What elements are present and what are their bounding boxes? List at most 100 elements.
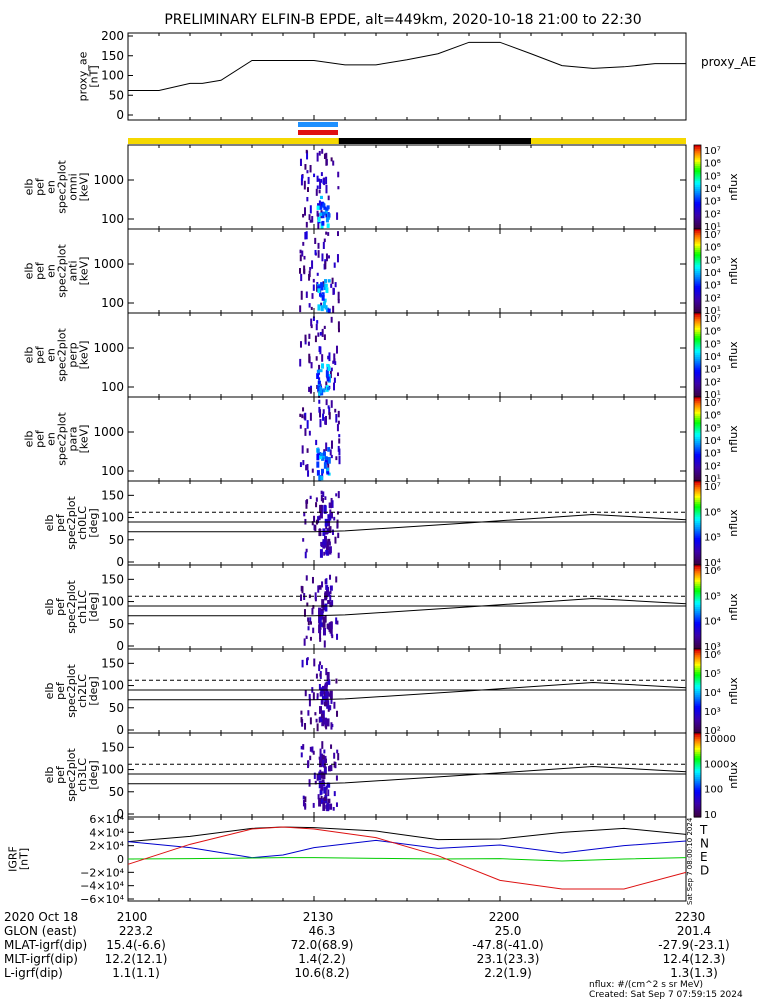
spectrogram-pixel (319, 748, 322, 757)
spectrogram-pixel (329, 803, 333, 810)
y-axis-label-line: spec2plot (65, 496, 78, 550)
colorbar-segment (694, 577, 701, 581)
colorbar-segment (694, 791, 701, 795)
colorbar-segment (694, 224, 701, 228)
ephemeris-value: 1.1(1.1) (112, 966, 160, 980)
spectrogram-pixel (317, 380, 321, 385)
spectrogram-pixel (325, 176, 328, 185)
spectrogram-pixel (305, 231, 308, 240)
spectrogram-pixel (308, 353, 311, 363)
y-axis-label-line: ch1LC (76, 590, 89, 624)
colorbar-tick-label: 10⁷ (704, 398, 721, 409)
colorbar-segment (694, 787, 701, 791)
y-axis-label-line: pef (54, 597, 67, 616)
colorbar-segment (694, 247, 701, 251)
colorbar-segment (694, 667, 701, 671)
colorbar-segment (694, 243, 701, 247)
spectrogram-pixel (311, 608, 314, 615)
colorbar-frame (693, 732, 702, 818)
colorbar-tick-label: 10⁵ (704, 423, 721, 434)
spectrogram-pixel (333, 262, 336, 268)
igrf-legend-N: N (700, 837, 709, 851)
colorbar-segment (694, 323, 701, 327)
colorbar-segment (694, 623, 701, 627)
y-axis-label-line: pef (54, 513, 67, 532)
spectrogram-pixel (325, 184, 328, 194)
spectrogram-pixel (317, 385, 321, 392)
colorbar-segment (694, 583, 701, 587)
y-tick-label: 50 (109, 701, 124, 715)
colorbar-tick-label: 10⁶ (704, 650, 721, 661)
spectrogram-pixel (335, 493, 338, 497)
spectrogram-pixel (318, 528, 322, 537)
spectrogram-pixel (327, 600, 331, 605)
spectrogram-pixel (327, 279, 331, 283)
spectrogram-pixel (318, 406, 321, 413)
spectrogram-pixel (325, 585, 329, 590)
y-tick-label: 100 (101, 212, 124, 226)
spectrogram-pixel (328, 352, 331, 362)
colorbar-tick-label: 10⁴ (704, 268, 721, 279)
colorbar-segment (694, 455, 701, 459)
spectrogram-pixel (318, 706, 322, 714)
y-tick-label: 100 (101, 511, 124, 525)
spectrogram-pixel (303, 415, 306, 420)
pitch-angle-panel: 150 100 50 0 elbpefspec2plotch2LC[deg] 10⁶ 10⁵… (43, 648, 740, 737)
colorbar-segment (694, 502, 701, 505)
spectrogram-pixel (326, 718, 330, 727)
colorbar-segment (694, 262, 701, 266)
spectrogram-pixel (309, 164, 312, 173)
y-axis-label-line: pef (34, 429, 47, 448)
spectrogram-pixel (319, 716, 323, 722)
spectrogram-pixel (324, 283, 328, 288)
colorbar-tick-label: 10⁴ (704, 352, 721, 363)
panel-frame (127, 648, 687, 734)
colorbar-segment (694, 348, 701, 352)
colorbar-tick-label: 10² (704, 293, 721, 304)
spectrogram-pixel (303, 265, 306, 274)
spectrogram-pixel (326, 471, 330, 475)
y-axis-label-line: ch3LC (76, 758, 89, 792)
colorbar-segment (694, 560, 701, 564)
colorbar-segment (694, 428, 701, 432)
colorbar-segment (694, 308, 701, 312)
spectrogram-pixel (323, 640, 326, 648)
spectrogram-pixel (306, 170, 309, 174)
spectrogram-pixel (313, 173, 316, 178)
colorbar-segment (694, 334, 701, 337)
spectrogram-pixel (322, 802, 326, 811)
spectrogram-pixel (317, 585, 320, 593)
y-axis-label-line: spec2plot (56, 244, 69, 298)
panel-frame (127, 564, 687, 650)
spectrogram-pixel (317, 216, 321, 223)
colorbar-segment (694, 187, 701, 190)
y-axis-label-line: perp (67, 342, 80, 367)
colorbar-tick-label: 10¹ (704, 222, 721, 233)
spectrogram-pixel (304, 723, 307, 730)
spectrogram-pixel (318, 797, 322, 807)
spectrogram-pixel (318, 150, 321, 156)
colorbar-segment (694, 800, 701, 803)
y-axis-label-line: [deg] (87, 676, 100, 705)
y-tick-label: 0 (116, 723, 124, 737)
loss-cone-line (128, 765, 687, 785)
y-axis-label: elbpefenspec2plotpara[keV] (23, 412, 91, 466)
spectrogram-pixel (319, 195, 323, 200)
spectrogram-pixel (321, 253, 324, 262)
spectrogram-pixel (315, 356, 318, 361)
spectrogram-pixel (320, 665, 323, 669)
colorbar-segment (694, 283, 701, 287)
colorbar-segment (694, 306, 701, 310)
spectrogram-pixel (302, 407, 305, 412)
spectrogram-pixel (314, 237, 317, 244)
y-axis-label-line: [nT] (18, 848, 31, 870)
colorbar-tick-label: 10³ (704, 707, 721, 718)
spectrogram-pixel (324, 460, 328, 465)
colorbar-segment (694, 523, 701, 526)
colorbar-segment (694, 495, 701, 499)
spectrogram-pixel (316, 470, 320, 476)
y-axis-label-line: elb (23, 263, 36, 280)
spectrogram-pixel (300, 290, 303, 300)
colorbar-segment (694, 640, 701, 644)
colorbar-segment (694, 613, 701, 616)
